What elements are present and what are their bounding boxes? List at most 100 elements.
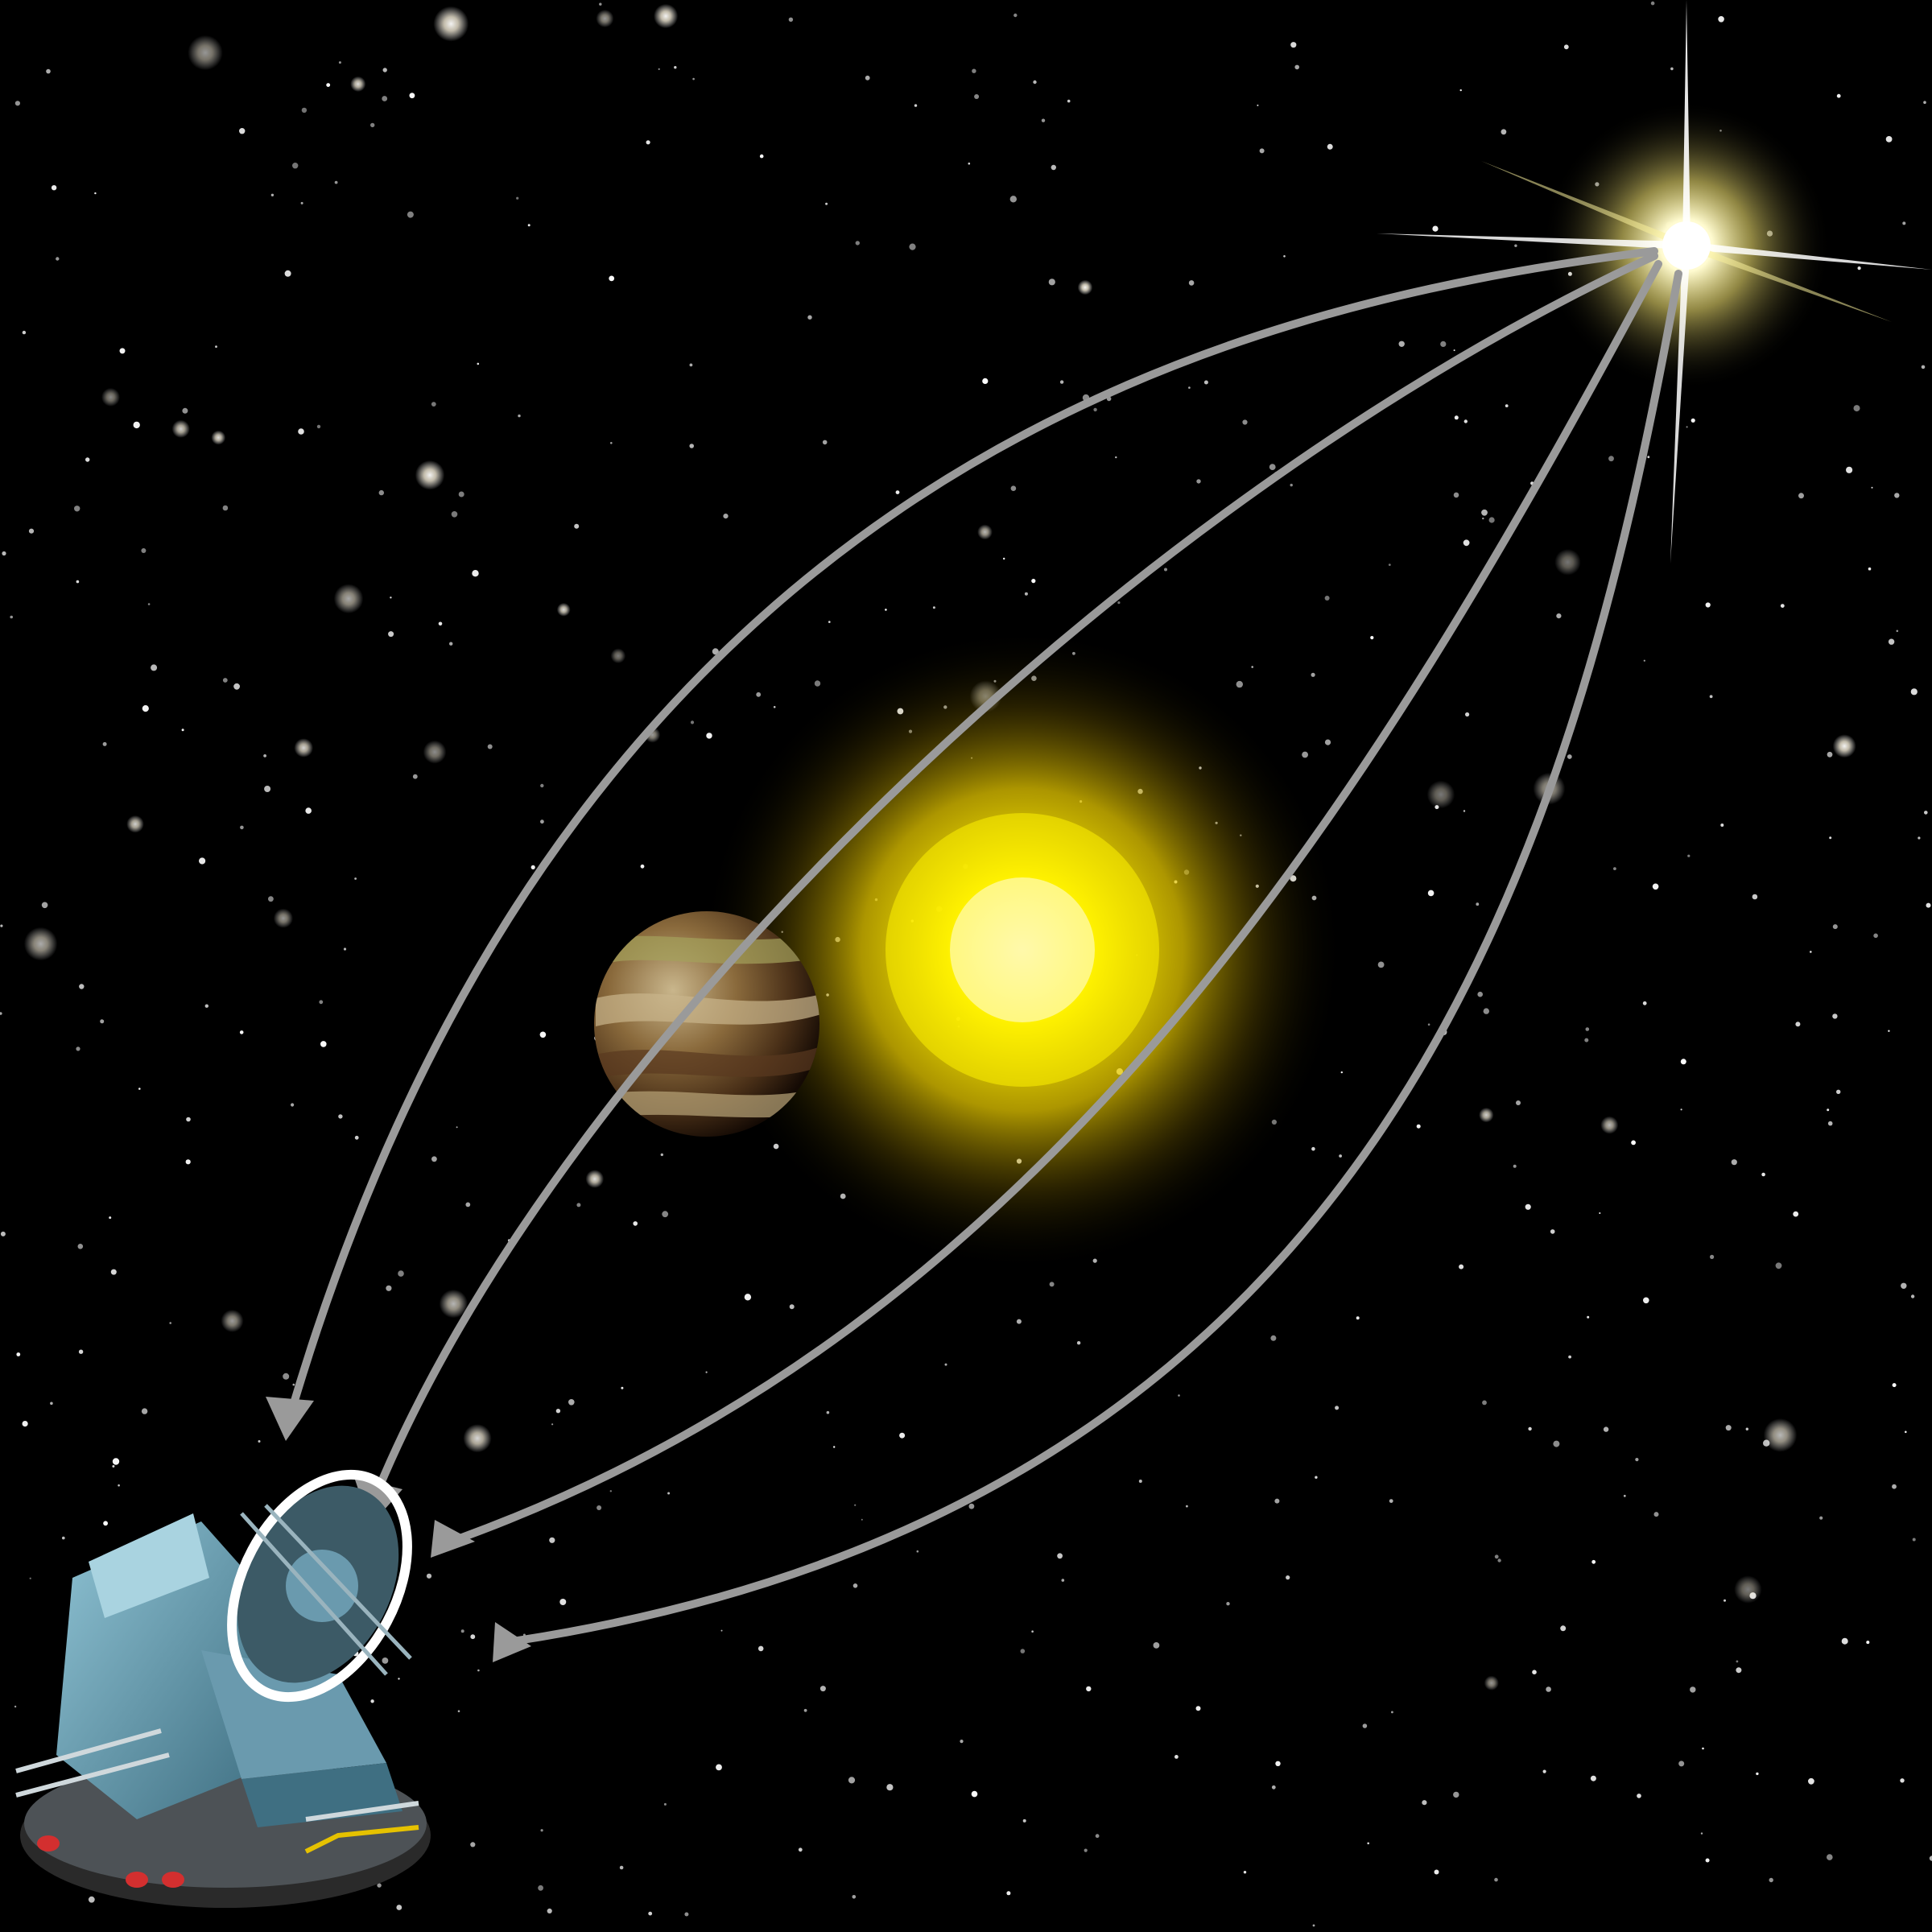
background-star [551, 1423, 554, 1426]
background-star [305, 807, 312, 814]
background-star [388, 631, 394, 638]
background-star [1841, 1637, 1848, 1645]
background-star [1479, 1107, 1494, 1123]
background-star [720, 1629, 723, 1632]
background-star [477, 1669, 480, 1672]
background-star [390, 597, 392, 599]
background-star [102, 741, 107, 746]
background-star [899, 1432, 906, 1439]
background-star [1049, 1282, 1055, 1287]
background-star [1275, 1761, 1281, 1766]
background-star [1642, 1001, 1647, 1005]
background-star [112, 1465, 115, 1468]
background-star [1416, 1124, 1421, 1129]
background-star [1076, 1341, 1081, 1345]
background-star [1482, 517, 1484, 520]
background-star [530, 865, 535, 869]
background-star [1242, 419, 1248, 425]
background-star [1476, 902, 1480, 906]
background-star [1929, 1856, 1932, 1861]
background-star [538, 1885, 543, 1891]
background-star [1427, 1023, 1430, 1026]
background-star [1710, 1254, 1715, 1259]
background-star [610, 648, 626, 663]
background-star [270, 193, 275, 196]
background-star [621, 1386, 624, 1389]
background-star [1554, 549, 1581, 576]
background-star [204, 1004, 208, 1008]
background-star [1016, 1319, 1022, 1324]
background-star [1048, 279, 1055, 286]
background-star [886, 1784, 894, 1791]
background-star [326, 83, 331, 87]
background-star [1827, 1854, 1833, 1860]
background-star [343, 947, 347, 951]
background-star [1910, 1294, 1915, 1298]
background-star [1286, 1575, 1290, 1580]
background-star [744, 1294, 752, 1301]
background-star [56, 257, 60, 261]
background-star [240, 825, 244, 830]
background-star [1563, 44, 1569, 50]
background-star [654, 3, 679, 29]
background-star [1650, 1, 1655, 6]
background-star [1761, 1172, 1765, 1177]
background-star [1497, 1558, 1501, 1563]
background-star [1188, 280, 1195, 286]
background-star [354, 877, 357, 880]
background-star [971, 1790, 978, 1798]
background-star [1006, 1891, 1011, 1896]
background-star [142, 705, 149, 712]
arrowhead-icon [431, 1520, 475, 1558]
background-star [1587, 1315, 1590, 1319]
background-star [1568, 1355, 1571, 1359]
background-star [1453, 1791, 1459, 1798]
background-star [1270, 1335, 1277, 1341]
background-star [1608, 456, 1614, 462]
background-star [555, 1409, 561, 1414]
background-star [1432, 225, 1439, 232]
background-star [756, 691, 762, 697]
background-star [1542, 1769, 1546, 1773]
background-star [1482, 1400, 1487, 1406]
background-star [110, 1269, 117, 1275]
background-star [788, 17, 794, 22]
background-star [855, 241, 861, 246]
background-star [1832, 1013, 1838, 1019]
background-star [294, 738, 314, 758]
background-star [1494, 1877, 1498, 1882]
background-star [1892, 1383, 1897, 1388]
background-star [1525, 1203, 1531, 1210]
background-star [1705, 602, 1711, 608]
background-star [1003, 557, 1005, 560]
background-star [1243, 1871, 1247, 1874]
background-star [1866, 1641, 1870, 1645]
background-star [1921, 365, 1926, 369]
background-star [1901, 1282, 1907, 1290]
background-star [568, 1399, 575, 1406]
background-star [932, 606, 935, 609]
background-star [1623, 1494, 1626, 1497]
background-star [1440, 341, 1447, 347]
background-star [1226, 1602, 1230, 1606]
background-star [712, 648, 719, 655]
background-star [1516, 1100, 1521, 1105]
background-star [2, 551, 6, 556]
background-star [1556, 613, 1562, 619]
background-star [576, 1203, 581, 1208]
background-star [1910, 688, 1918, 696]
background-star [46, 68, 51, 74]
background-star [1918, 836, 1921, 840]
background-star [716, 1764, 722, 1771]
background-star [1546, 1686, 1551, 1692]
background-star [1686, 426, 1688, 428]
background-star [350, 76, 366, 92]
background-star [619, 1865, 624, 1870]
arrowhead-icon [266, 1397, 314, 1441]
background-star [1591, 1559, 1596, 1564]
background-star [852, 1895, 857, 1899]
background-star [291, 1103, 295, 1107]
background-star [833, 1446, 836, 1448]
background-star [854, 1504, 857, 1506]
background-star [169, 1322, 171, 1324]
